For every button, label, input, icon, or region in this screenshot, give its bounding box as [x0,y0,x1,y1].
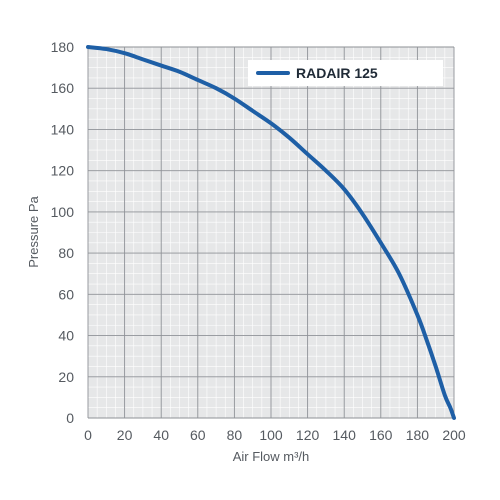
major-grid [87,46,455,419]
x-tick-label: 180 [406,427,430,443]
x-tick-label: 200 [442,427,466,443]
x-tick-label: 20 [117,427,133,443]
x-axis-title: Air Flow m³/h [233,449,310,464]
legend: RADAIR 125 [248,60,443,86]
y-axis-title: Pressure Pa [26,195,41,267]
series-layer [86,45,456,420]
x-tick-label: 120 [296,427,320,443]
x-tick-label: 60 [190,427,206,443]
y-tick-label: 20 [58,369,74,385]
y-tick-label: 40 [58,328,74,344]
x-tick-label: 0 [84,427,92,443]
y-tick-label: 120 [51,163,75,179]
y-tick-label: 180 [51,39,75,55]
x-tick-label: 140 [333,427,357,443]
x-tick-label: 100 [259,427,283,443]
x-tick-label: 40 [153,427,169,443]
x-tick-labels: 0 20 40 60 80 100 120 140 160 180 200 [84,427,466,443]
x-tick-label: 160 [369,427,393,443]
y-tick-label: 140 [51,121,75,137]
y-tick-label: 100 [51,204,75,220]
y-tick-label: 160 [51,80,75,96]
y-tick-labels: 0 20 40 60 80 100 120 140 160 180 [51,39,75,426]
y-tick-label: 80 [58,245,74,261]
x-tick-label: 80 [227,427,243,443]
series-line [86,45,456,420]
legend-label: RADAIR 125 [296,65,378,81]
y-tick-label: 0 [66,410,74,426]
y-tick-label: 60 [58,286,74,302]
